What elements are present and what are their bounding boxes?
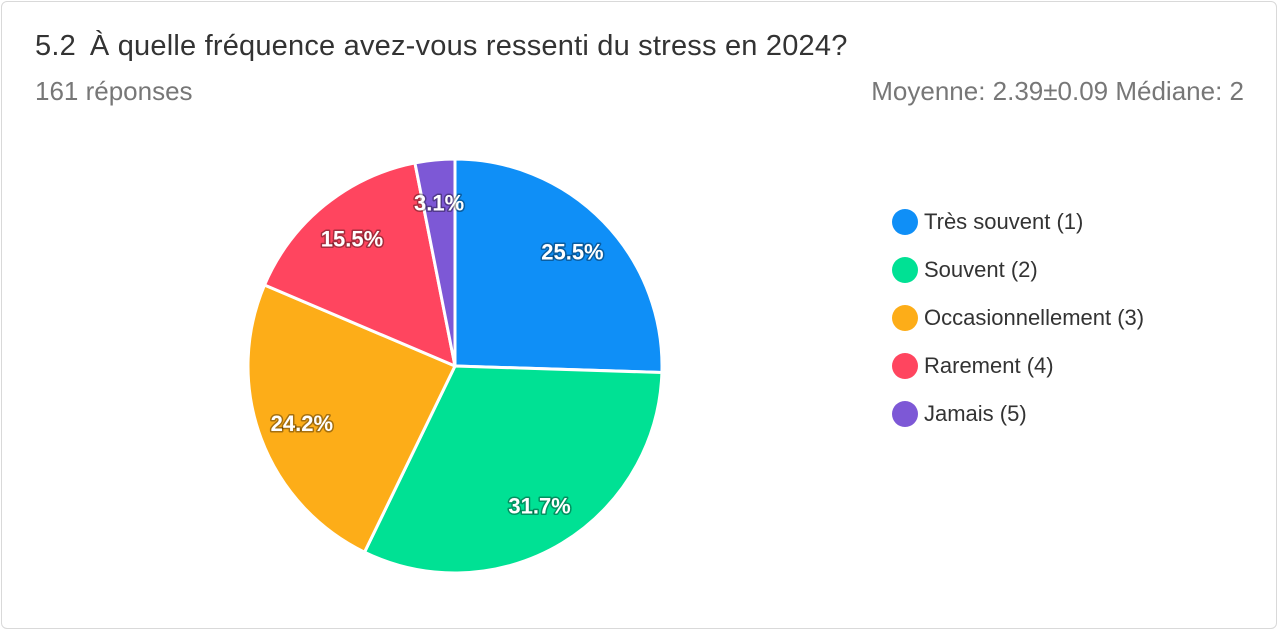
- response-count: 161 réponses: [35, 76, 193, 106]
- pie-label-jamais-5: 3.1%: [414, 191, 464, 216]
- pie-slice-tres-souvent-1[interactable]: [453, 157, 664, 375]
- pie-label-occasionnellement-3: 24.2%: [271, 411, 333, 436]
- legend-swatch-jamais-5: [892, 401, 918, 427]
- pie-slices: [246, 157, 664, 575]
- legend-item-rarement-4[interactable]: Rarement (4): [892, 342, 1144, 390]
- legend-label-tres-souvent-1: Très souvent (1): [924, 209, 1084, 234]
- chart-legend: Très souvent (1) Souvent (2) Occasionnelle…: [892, 198, 1144, 438]
- summary-stats: Moyenne: 2.39±0.09 Médiane: 2: [871, 76, 1244, 106]
- legend-item-tres-souvent-1[interactable]: Très souvent (1): [892, 198, 1144, 246]
- pie-label-rarement-4: 15.5%: [321, 227, 383, 252]
- pie-slice-jamais-5[interactable]: [413, 157, 457, 368]
- question-title: 5.2 À quelle fréquence avez-vous ressenti…: [35, 30, 848, 63]
- legend-swatch-rarement-4: [892, 353, 918, 379]
- legend-item-occasionnellement-3[interactable]: Occasionnellement (3): [892, 294, 1144, 342]
- legend-label-occasionnellement-3: Occasionnellement (3): [924, 305, 1145, 330]
- legend-item-jamais-5[interactable]: Jamais (5): [892, 390, 1144, 438]
- pie-label-tres-souvent-1: 25.5%: [541, 240, 603, 265]
- pie-slice-occasionnellement-3[interactable]: [246, 283, 457, 554]
- question-number: 5.2: [35, 30, 76, 62]
- legend-swatch-souvent-2: [892, 257, 918, 283]
- legend-swatch-occasionnellement-3: [892, 305, 918, 331]
- pie-slice-rarement-4[interactable]: [263, 161, 457, 368]
- pie-label-souvent-2: 31.7%: [508, 493, 570, 518]
- legend-label-jamais-5: Jamais (5): [924, 401, 1027, 426]
- legend-item-souvent-2[interactable]: Souvent (2): [892, 246, 1144, 294]
- pie-labels: 25.5% 31.7% 24.2% 15.5% 3.1%: [269, 189, 605, 520]
- legend-label-souvent-2: Souvent (2): [924, 257, 1038, 282]
- legend-swatch-tres-souvent-1: [892, 209, 918, 235]
- legend-label-rarement-4: Rarement (4): [924, 353, 1054, 378]
- pie-slice-souvent-2[interactable]: [363, 364, 664, 575]
- question-text: À quelle fréquence avez-vous ressenti du…: [89, 30, 848, 62]
